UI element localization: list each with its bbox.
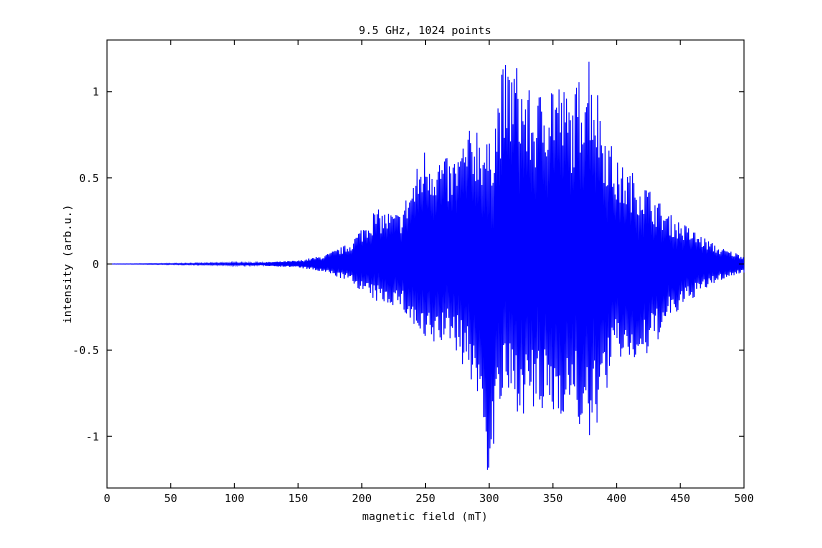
y-tick-label: -1 bbox=[86, 430, 99, 443]
x-tick-label: 450 bbox=[670, 492, 690, 505]
x-tick-label: 500 bbox=[734, 492, 754, 505]
x-tick-label: 150 bbox=[288, 492, 308, 505]
x-tick-label: 350 bbox=[543, 492, 563, 505]
x-tick-label: 300 bbox=[479, 492, 499, 505]
x-tick-label: 200 bbox=[352, 492, 372, 505]
x-tick-label: 400 bbox=[607, 492, 627, 505]
y-tick-label: 0.5 bbox=[79, 172, 99, 185]
y-tick-label: 1 bbox=[92, 86, 99, 99]
y-axis-ticks: -1 -0.5 0 0.5 1 bbox=[73, 86, 744, 443]
x-axis-ticks: 0 50 100 150 200 250 300 350 400 450 500 bbox=[104, 40, 754, 505]
x-tick-label: 0 bbox=[104, 492, 111, 505]
x-tick-label: 50 bbox=[164, 492, 177, 505]
signal-line bbox=[106, 61, 745, 470]
chart-title: 9.5 GHz, 1024 points bbox=[359, 24, 491, 37]
y-tick-label: -0.5 bbox=[73, 344, 100, 357]
y-tick-label: 0 bbox=[92, 258, 99, 271]
x-axis-label: magnetic field (mT) bbox=[362, 510, 488, 523]
x-tick-label: 100 bbox=[224, 492, 244, 505]
y-axis-label: intensity (arb.u.) bbox=[61, 204, 74, 323]
plot-area: 0 50 100 150 200 250 300 350 400 450 500 -1 -0.5 0 0.… bbox=[73, 39, 754, 505]
x-tick-label: 250 bbox=[416, 492, 436, 505]
